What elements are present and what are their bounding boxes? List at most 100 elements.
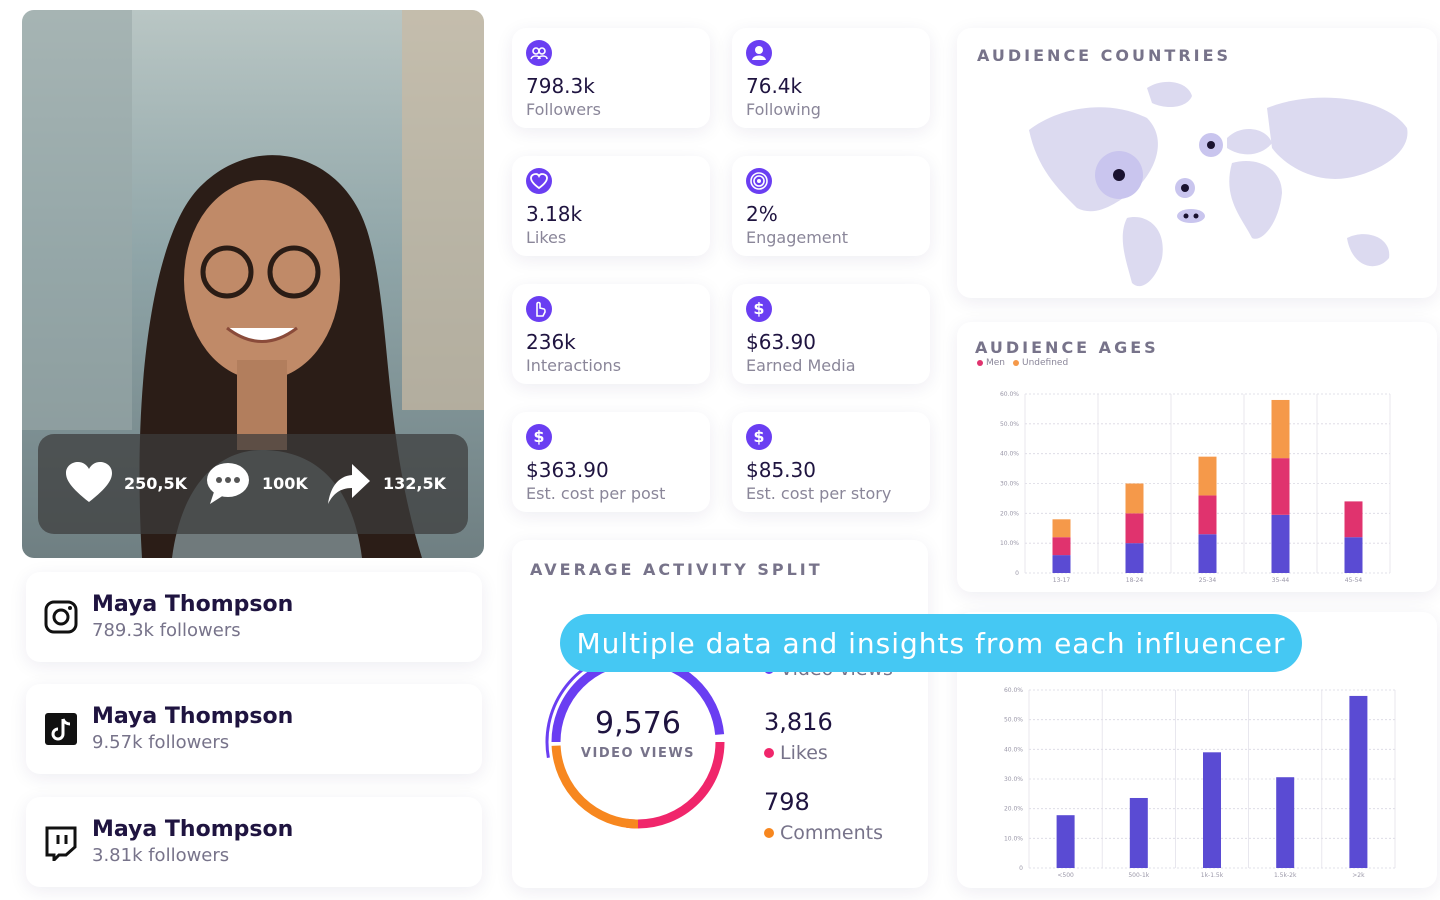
x-tick-label: 1k-1.5k bbox=[1201, 872, 1224, 879]
legend-text: Likes bbox=[780, 742, 828, 764]
legend-dot bbox=[1013, 360, 1020, 366]
twitch-account-card[interactable]: Maya Thompson 3.81k followers bbox=[26, 797, 482, 887]
x-tick-label: <500 bbox=[1057, 872, 1074, 879]
metric-value: 798.3k bbox=[526, 74, 595, 98]
activity-label: Likes bbox=[764, 742, 828, 764]
y-tick-label: 10.0% bbox=[1000, 540, 1019, 547]
metric-card[interactable]: 798.3k Followers bbox=[512, 28, 710, 128]
icon-glyph: $ bbox=[753, 299, 764, 318]
tiktok-icon bbox=[45, 713, 77, 745]
metric-icon bbox=[526, 296, 552, 322]
y-tick-label: 50.0% bbox=[1000, 421, 1019, 428]
icon-glyph: $ bbox=[533, 427, 544, 446]
metric-value: $363.90 bbox=[526, 458, 609, 482]
legend-dot bbox=[764, 748, 774, 758]
metric-card[interactable]: $ $63.90 Earned Media bbox=[732, 284, 930, 384]
chart-title: AUDIENCE AGES bbox=[975, 338, 1159, 357]
metric-card[interactable]: 76.4k Following bbox=[732, 28, 930, 128]
metric-value: 76.4k bbox=[746, 74, 803, 98]
share-icon bbox=[328, 464, 370, 504]
y-tick-label: 0 bbox=[1015, 570, 1019, 577]
bar bbox=[1052, 519, 1071, 538]
metric-label: Followers bbox=[526, 100, 601, 119]
bar bbox=[1129, 797, 1148, 868]
bar bbox=[1198, 495, 1217, 535]
legend-item: Men bbox=[977, 358, 1005, 368]
y-tick-label: 40.0% bbox=[1000, 451, 1019, 458]
instagram-account-card[interactable]: Maya Thompson 789.3k followers bbox=[26, 572, 482, 662]
x-tick-label: 1.5k-2k bbox=[1274, 872, 1297, 879]
comments-count: 100K bbox=[262, 474, 308, 493]
metric-label: Est. cost per story bbox=[746, 484, 892, 503]
legend-dot bbox=[977, 360, 983, 366]
tiktok-account-card[interactable]: Maya Thompson 9.57k followers bbox=[26, 684, 482, 774]
metric-card[interactable]: $ $85.30 Est. cost per story bbox=[732, 412, 930, 512]
banner: Multiple data and insights from each inf… bbox=[560, 614, 1302, 672]
x-tick-label: 500-1k bbox=[1128, 872, 1149, 879]
bar bbox=[1271, 514, 1290, 573]
section-title: AUDIENCE COUNTRIES bbox=[977, 46, 1232, 65]
metric-icon bbox=[526, 40, 552, 66]
y-tick-label: 20.0% bbox=[1004, 806, 1023, 813]
svg-text:$: $ bbox=[753, 299, 764, 318]
bar bbox=[1198, 456, 1217, 496]
metric-label: Following bbox=[746, 100, 821, 119]
account-name: Maya Thompson bbox=[92, 704, 294, 729]
photo-stats-overlay: 250,5K 100K 132,5K bbox=[38, 434, 468, 534]
y-tick-label: 50.0% bbox=[1004, 717, 1023, 724]
bar bbox=[1052, 555, 1071, 573]
metric-value: $85.30 bbox=[746, 458, 816, 482]
activity-donut bbox=[545, 650, 731, 835]
x-tick-label: 25-34 bbox=[1199, 577, 1217, 584]
bar bbox=[1198, 534, 1217, 573]
x-tick-label: 18-24 bbox=[1126, 577, 1144, 584]
legend-item: Undefined bbox=[1013, 358, 1068, 368]
audience-ages-chart: 0 10.0% 20.0% 30.0% 40.0% 50.0% 60.0% 13-17 18-2… bbox=[1000, 391, 1391, 584]
audience-ages-card: AUDIENCE AGES Men Undefined 0 10.0% 20.0% 30… bbox=[957, 322, 1437, 592]
bar bbox=[1125, 513, 1144, 544]
metric-card[interactable]: 2% Engagement bbox=[732, 156, 930, 256]
bar bbox=[1203, 752, 1221, 868]
comment-icon bbox=[207, 463, 249, 504]
y-tick-label: 30.0% bbox=[1004, 776, 1023, 783]
icon-glyph bbox=[530, 47, 548, 60]
metric-card[interactable]: 3.18k Likes bbox=[512, 156, 710, 256]
x-tick-label: 13-17 bbox=[1053, 577, 1071, 584]
icon-glyph bbox=[750, 172, 768, 190]
likes-count: 250,5K bbox=[124, 474, 188, 493]
icon-glyph bbox=[530, 173, 548, 190]
metric-label: Interactions bbox=[526, 356, 622, 375]
activity-label: Comments bbox=[764, 822, 883, 844]
metric-card[interactable]: 236k Interactions bbox=[512, 284, 710, 384]
bar bbox=[1125, 543, 1144, 573]
y-tick-label: 20.0% bbox=[1000, 510, 1019, 517]
y-tick-label: 60.0% bbox=[1004, 687, 1023, 694]
bar bbox=[1349, 695, 1368, 868]
y-tick-label: 40.0% bbox=[1004, 746, 1023, 753]
x-tick-label: >2k bbox=[1352, 872, 1365, 879]
y-tick-label: 30.0% bbox=[1000, 481, 1019, 488]
bar bbox=[1271, 458, 1290, 515]
y-tick-label: 10.0% bbox=[1004, 835, 1023, 842]
profile-photo: 250,5K 100K 132,5K bbox=[22, 10, 484, 558]
svg-text:$: $ bbox=[533, 427, 544, 446]
audience-countries-card: AUDIENCE COUNTRIES bbox=[957, 28, 1437, 298]
bar bbox=[1125, 483, 1144, 514]
donut-total-label: VIDEO VIEWS bbox=[580, 746, 696, 761]
icon-glyph bbox=[752, 46, 766, 60]
metric-icon: $ bbox=[746, 296, 772, 322]
metric-label: Engagement bbox=[746, 228, 849, 247]
world-map bbox=[1029, 81, 1408, 287]
account-name: Maya Thompson bbox=[92, 817, 294, 842]
bar bbox=[1344, 537, 1363, 573]
metric-card[interactable]: $ $363.90 Est. cost per post bbox=[512, 412, 710, 512]
account-followers: 9.57k followers bbox=[92, 732, 230, 753]
metric-value: 236k bbox=[526, 330, 576, 354]
metric-icon: $ bbox=[526, 424, 552, 450]
x-tick-label: 35-44 bbox=[1272, 577, 1290, 584]
y-tick-label: 0 bbox=[1019, 865, 1023, 872]
bar bbox=[1271, 399, 1290, 459]
activity-value: 798 bbox=[764, 788, 810, 816]
donut-total: 9,576 bbox=[595, 706, 681, 741]
